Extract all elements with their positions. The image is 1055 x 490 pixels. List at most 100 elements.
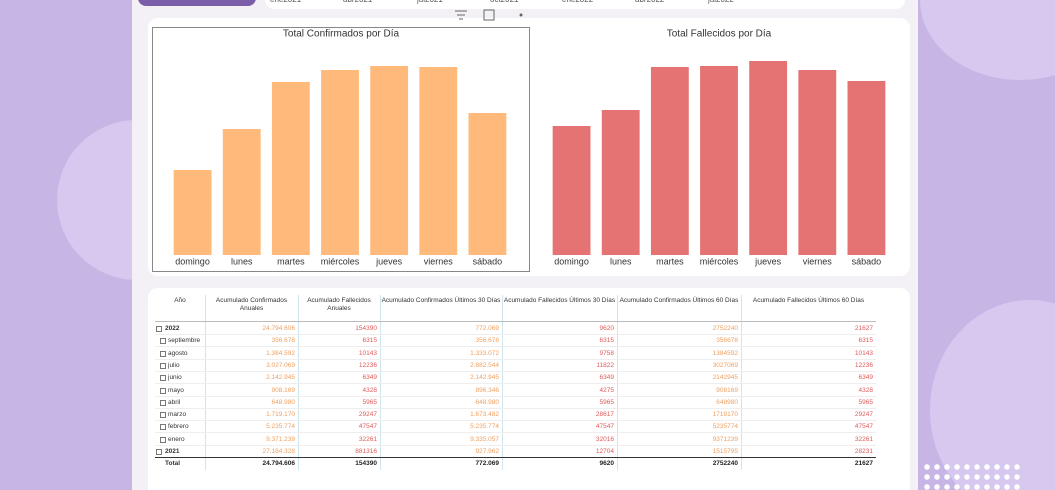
- dot-pattern: [922, 462, 1022, 490]
- table-cell: 772.069: [475, 460, 500, 468]
- expand-icon[interactable]: [160, 375, 166, 382]
- column-header: Año: [174, 297, 186, 304]
- row-label: 2022: [165, 325, 180, 332]
- table-cell: 24.794.606: [262, 325, 295, 332]
- column-header: Acumulado Fallecidos Últimos 30 Días: [503, 297, 616, 304]
- table-cell: 32261: [358, 435, 377, 443]
- table-cell: 1.719.170: [266, 411, 295, 419]
- table-cell: 32261: [854, 435, 873, 443]
- collapse-icon[interactable]: [156, 326, 162, 332]
- bar: [798, 70, 837, 255]
- row-label: febrero: [168, 423, 189, 431]
- row-rule: [155, 407, 876, 409]
- visual-toolbar[interactable]: [455, 9, 523, 21]
- column-header: Acumulado Confirmados Anuales: [215, 297, 288, 312]
- row-label: enero: [168, 435, 185, 443]
- expand-icon[interactable]: [160, 436, 166, 443]
- expand-icon[interactable]: [160, 338, 166, 345]
- table-cell: 648980: [716, 398, 738, 406]
- table-cell: 2752240: [712, 325, 738, 332]
- x-tick-label: jueves: [375, 256, 403, 266]
- nav-button[interactable]: [138, 0, 256, 6]
- table-cell: 356.678: [475, 337, 500, 345]
- row-rule: [155, 395, 876, 397]
- x-tick-label: sábado: [473, 256, 503, 266]
- row-rule: [155, 358, 876, 360]
- table-cell: 9620: [599, 460, 614, 468]
- table-cell: 896.346: [475, 386, 500, 394]
- x-tick-label: lunes: [231, 256, 253, 266]
- expand-icon[interactable]: [160, 362, 166, 369]
- row-label: 2021: [165, 448, 180, 455]
- x-tick-label: domingo: [554, 256, 589, 266]
- table-cell: 32016: [595, 435, 614, 443]
- expand-icon[interactable]: [160, 399, 166, 406]
- row-label: abril: [168, 398, 181, 406]
- table-cell: 1.333.072: [470, 349, 499, 357]
- table-cell: 9371239: [712, 435, 738, 443]
- expand-icon[interactable]: [160, 412, 166, 419]
- table-cell: 10143: [854, 349, 873, 357]
- bar: [650, 67, 689, 255]
- column-divider: [298, 295, 299, 470]
- table-cell: 356678: [716, 337, 738, 345]
- collapse-icon[interactable]: [156, 449, 162, 455]
- column-header: Acumulado Confirmados Últimos 60 Días: [619, 297, 739, 304]
- row-rule: [155, 444, 876, 446]
- table-cell: 9620: [599, 325, 614, 332]
- table-cell: 9758: [599, 349, 614, 357]
- timeline-label: oct2021: [490, 0, 518, 4]
- table-cell: 1515795: [712, 448, 738, 455]
- table-cell: 5.235.774: [470, 423, 499, 431]
- table-cell: 21627: [854, 325, 873, 332]
- expand-icon[interactable]: [160, 387, 166, 394]
- table-cell: 4275: [599, 386, 614, 394]
- row-rule: [155, 420, 876, 422]
- table-cell: 4328: [858, 386, 873, 394]
- column-divider: [617, 295, 618, 470]
- bar: [468, 113, 507, 255]
- table-cell: 47547: [854, 423, 873, 431]
- bar: [271, 82, 310, 255]
- row-label: marzo: [168, 411, 187, 419]
- timeline-label: abr2021: [343, 0, 372, 4]
- x-tick-label: miércoles: [321, 256, 360, 266]
- expand-icon[interactable]: [160, 350, 166, 357]
- row-rule: [155, 334, 876, 335]
- x-tick-label: sábado: [852, 256, 882, 266]
- table-cell: 12236: [854, 361, 873, 369]
- total-rule: [155, 457, 876, 459]
- bar: [601, 110, 640, 255]
- timeline-label: ene2021: [270, 0, 301, 4]
- table-cell: 6315: [599, 337, 614, 345]
- table-cell: 1.673.482: [470, 411, 499, 419]
- x-tick-label: viernes: [803, 256, 833, 266]
- table-cell: 5965: [362, 398, 377, 406]
- table-cell: 4328: [362, 386, 377, 394]
- chart-title: Total Fallecidos por Día: [667, 29, 772, 40]
- table-cell: 5.235.774: [266, 423, 295, 431]
- timeline-label: jul2022: [708, 0, 734, 4]
- row-rule: [155, 432, 876, 434]
- x-tick-label: martes: [277, 256, 305, 266]
- row-label: septiembre: [168, 337, 201, 345]
- table-cell: 24.794.606: [262, 460, 295, 468]
- table-cell: 908.169: [271, 386, 296, 394]
- table-cell: 356.678: [271, 337, 296, 345]
- header-rule: [155, 321, 876, 322]
- expand-icon[interactable]: [160, 424, 166, 431]
- table-cell: 2.142.945: [470, 374, 499, 382]
- table-cell: 27.184.328: [262, 448, 295, 455]
- table-cell: 5965: [858, 398, 873, 406]
- row-rule: [155, 383, 876, 385]
- timeline-card: ene2021 abr2021 jul2021 oct2021 ene2022 abr20…: [265, 0, 905, 9]
- table-cell: 2.882.544: [470, 361, 499, 369]
- column-header: Acumulado Confirmados Últimos 30 Días: [381, 297, 501, 304]
- table-cell: 28231: [854, 448, 873, 455]
- row-label: Total: [165, 460, 181, 468]
- bar: [419, 67, 458, 255]
- table-cell: 2142945: [712, 374, 738, 382]
- column-divider: [741, 295, 742, 470]
- table-cell: 6315: [858, 337, 873, 345]
